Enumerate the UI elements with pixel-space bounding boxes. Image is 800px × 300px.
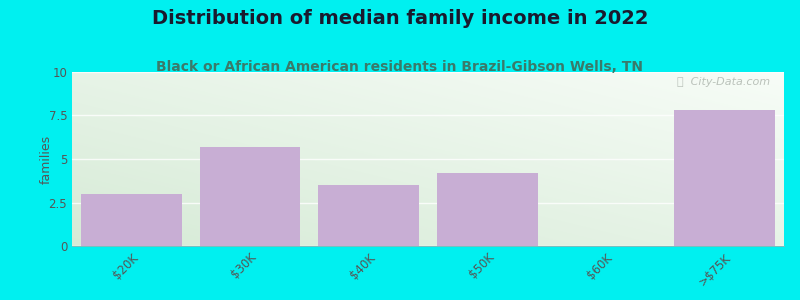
Text: Black or African American residents in Brazil-Gibson Wells, TN: Black or African American residents in B… — [157, 60, 643, 74]
Bar — [674, 110, 775, 246]
Bar — [81, 194, 182, 246]
Bar — [199, 147, 301, 246]
Text: ⓘ  City-Data.com: ⓘ City-Data.com — [677, 77, 770, 87]
Bar — [437, 173, 538, 246]
Bar — [318, 185, 419, 246]
Y-axis label: families: families — [39, 134, 52, 184]
Text: Distribution of median family income in 2022: Distribution of median family income in … — [152, 9, 648, 28]
